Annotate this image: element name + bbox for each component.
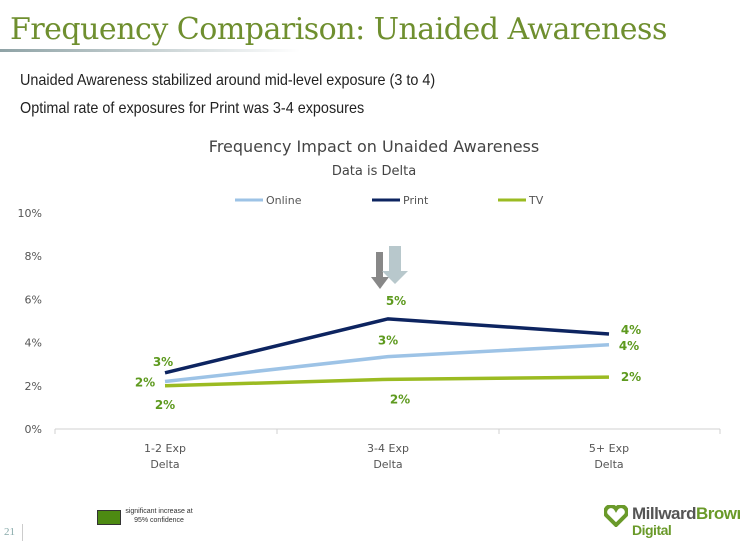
series-line-print bbox=[164, 317, 610, 375]
x-tick-label: Delta bbox=[594, 458, 623, 471]
line-chart: Frequency Impact on Unaided Awareness Da… bbox=[18, 137, 721, 471]
down-arrow-icon bbox=[371, 246, 408, 289]
legend: Online Print TV bbox=[235, 194, 544, 207]
legend-label-print: Print bbox=[403, 194, 429, 207]
bullet-1: Unaided Awareness stabilized around mid-… bbox=[20, 72, 436, 89]
title-rule bbox=[0, 49, 300, 52]
data-label-print: 4% bbox=[621, 323, 641, 337]
legend-label-online: Online bbox=[266, 194, 302, 207]
logo-text-b: Brown bbox=[696, 504, 740, 523]
y-tick-label: 4% bbox=[25, 337, 42, 350]
data-label-tv: 2% bbox=[390, 392, 410, 406]
chart-subtitle: Data is Delta bbox=[332, 164, 416, 179]
page-number: 21 bbox=[4, 526, 15, 538]
data-label-online: 3% bbox=[378, 334, 398, 348]
significance-swatch bbox=[97, 510, 121, 525]
data-label-print: 5% bbox=[386, 294, 406, 308]
data-label-online: 4% bbox=[619, 339, 639, 353]
x-tick-label: Delta bbox=[150, 458, 179, 471]
x-tick-label: 1-2 Exp bbox=[144, 442, 186, 455]
slide-title: Frequency Comparison: Unaided Awareness bbox=[10, 12, 667, 47]
x-tick-label: Delta bbox=[373, 458, 402, 471]
x-tick-label: 5+ Exp bbox=[589, 442, 629, 455]
series-line-online bbox=[164, 343, 610, 384]
series-line-tv bbox=[164, 375, 610, 388]
y-tick-label: 8% bbox=[25, 250, 42, 263]
logo-text-a: Millward bbox=[632, 504, 697, 523]
millward-brown-logo: MillwardBrown Digital bbox=[604, 505, 740, 539]
chart-title: Frequency Impact on Unaided Awareness bbox=[209, 137, 539, 156]
data-labels: 2%3% 4%3%5%4%2% 2%2% bbox=[135, 294, 641, 412]
series-group bbox=[164, 317, 610, 388]
page-divider bbox=[22, 524, 23, 541]
legend-label-tv: TV bbox=[528, 194, 544, 207]
x-tick-label: 3-4 Exp bbox=[367, 442, 409, 455]
y-tick-label: 2% bbox=[25, 380, 42, 393]
y-tick-label: 0% bbox=[25, 423, 42, 436]
axes: 0% 2% 4% 6% 8% 10% 1-2 Exp Delta 3-4 Exp Delta 5+ … bbox=[18, 207, 721, 471]
bullet-2: Optimal rate of exposures for Print was … bbox=[20, 100, 365, 117]
logo-sub: Digital bbox=[632, 522, 672, 538]
data-label-online: 2% bbox=[135, 375, 155, 389]
y-tick-label: 10% bbox=[18, 207, 42, 220]
heart-logo-icon bbox=[604, 505, 628, 527]
y-tick-label: 6% bbox=[25, 293, 42, 306]
data-label-tv: 2% bbox=[155, 398, 175, 412]
significance-note: significant increase at 95% confidence bbox=[125, 508, 193, 524]
data-label-tv: 2% bbox=[621, 370, 641, 384]
data-label-print: 3% bbox=[153, 355, 173, 369]
